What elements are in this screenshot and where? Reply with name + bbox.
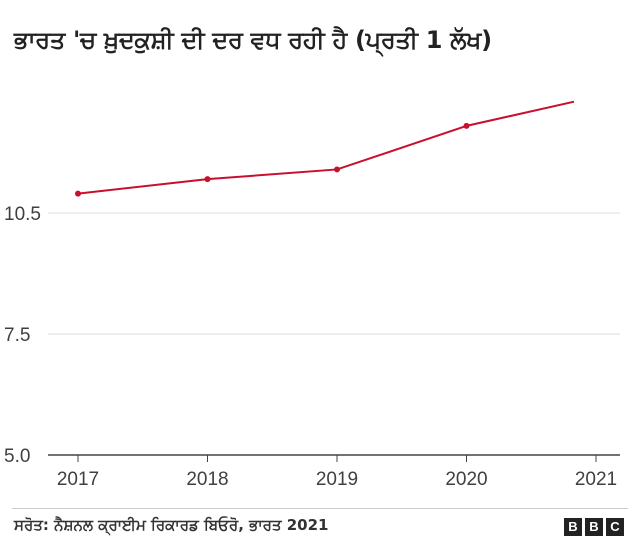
x-tick-label: 2019 bbox=[316, 469, 358, 490]
data-point bbox=[334, 166, 340, 173]
source-note: ਸਰੋਤ: ਨੈਸ਼ਨਲ ਕ੍ਰਾਈਮ ਰਿਕਾਰਡ ਬਿਓਰੋ, ਭਾਰਤ 2… bbox=[14, 516, 329, 534]
y-axis-ticks: 5.0 7.5 10.5 bbox=[4, 204, 41, 467]
footer-divider bbox=[12, 508, 628, 509]
gridlines bbox=[48, 212, 620, 456]
x-tick-label: 2021 bbox=[575, 469, 617, 490]
chart-footer: ਸਰੋਤ: ਨੈਸ਼ਨਲ ਕ੍ਰਾਈਮ ਰਿਕਾਰਡ ਬਿਓਰੋ, ਭਾਰਤ 2… bbox=[0, 508, 640, 553]
y-tick-label: 10.5 bbox=[4, 204, 41, 225]
series-group bbox=[75, 100, 575, 197]
bbc-logo-letter-3: C bbox=[606, 518, 624, 536]
y-tick-label: 5.0 bbox=[4, 446, 30, 467]
x-tick-label: 2017 bbox=[57, 469, 99, 490]
y-tick-label: 7.5 bbox=[4, 325, 30, 346]
bbc-logo: B B C bbox=[564, 518, 624, 536]
x-tick-label: 2018 bbox=[186, 469, 228, 490]
data-point bbox=[204, 176, 211, 183]
chart-title: ਭਾਰਤ 'ਚ ਖ਼ੁਦਕੁਸ਼ੀ ਦੀ ਦਰ ਵਧ ਰਹੀ ਹੈ (ਪ੍ਰਤੀ… bbox=[14, 26, 492, 54]
x-tick-label: 2020 bbox=[445, 469, 487, 490]
data-point bbox=[75, 190, 81, 197]
x-axis-ticks: 2017 2018 2019 2020 2021 bbox=[57, 455, 617, 490]
data-point bbox=[463, 122, 470, 129]
series-line bbox=[77, 100, 575, 195]
bbc-logo-letter-1: B bbox=[564, 518, 582, 536]
bbc-logo-letter-2: B bbox=[585, 518, 603, 536]
line-chart: 5.0 7.5 10.5 2017 2018 2019 2020 2021 bbox=[4, 100, 620, 490]
